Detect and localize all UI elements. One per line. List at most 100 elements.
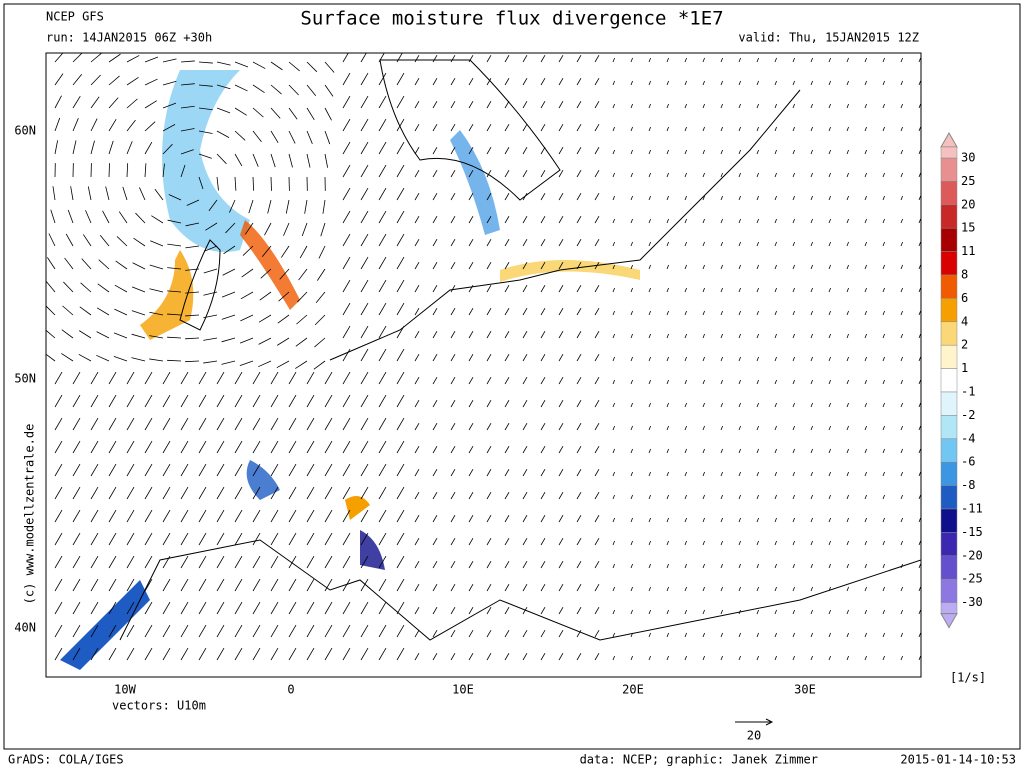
wind-arrow <box>450 215 456 224</box>
wind-arrow <box>684 425 687 431</box>
wind-arrow <box>900 425 903 431</box>
wind-arrow <box>306 486 315 500</box>
wind-arrow <box>558 537 564 546</box>
wind-arrow <box>720 655 723 661</box>
wind-arrow <box>612 103 615 109</box>
wind-arrow <box>630 126 633 132</box>
wind-arrow <box>185 268 200 271</box>
wind-arrow <box>900 517 903 523</box>
wind-arrow <box>90 486 99 500</box>
wind-arrow <box>810 195 813 201</box>
wind-arrow <box>108 53 121 63</box>
wind-arrow <box>504 468 510 477</box>
wind-arrow <box>198 647 207 661</box>
wind-arrow <box>90 463 99 477</box>
wind-arrow <box>432 445 438 454</box>
wind-arrow <box>630 425 633 431</box>
wind-arrow <box>522 123 528 132</box>
wind-arrow <box>558 560 564 569</box>
wind-arrow <box>61 353 74 362</box>
wind-arrow <box>846 540 849 546</box>
wind-arrow <box>432 54 438 63</box>
wind-arrow <box>468 77 474 86</box>
wind-arrow <box>702 563 705 569</box>
wind-arrow <box>792 126 795 132</box>
wind-arrow <box>828 471 831 477</box>
wind-arrow <box>414 238 420 247</box>
wind-arrow <box>360 647 369 661</box>
wind-arrow <box>702 287 705 293</box>
wind-arrow <box>324 153 329 168</box>
wind-arrow <box>432 192 438 201</box>
wind-arrow <box>918 402 921 408</box>
wind-arrow <box>900 57 903 63</box>
wind-arrow <box>702 540 705 546</box>
wind-arrow <box>558 100 564 109</box>
wind-arrow <box>78 353 92 362</box>
wind-arrow <box>666 425 669 431</box>
wind-arrow <box>288 509 297 523</box>
wind-arrow <box>54 95 62 109</box>
wind-arrow <box>270 371 279 385</box>
wind-arrow <box>277 314 290 324</box>
wind-arrow <box>720 264 723 270</box>
wind-arrow <box>864 494 867 500</box>
wind-arrow <box>185 245 200 249</box>
wind-arrow <box>432 123 438 132</box>
colorbar-label: 1 <box>961 361 968 375</box>
wind-arrow <box>630 57 633 63</box>
wind-arrow <box>116 236 128 247</box>
wind-arrow <box>378 233 387 247</box>
wind-arrow <box>252 578 261 592</box>
wind-arrow <box>666 149 669 155</box>
wind-arrow <box>252 647 261 661</box>
wind-arrow <box>702 655 705 661</box>
wind-arrow <box>540 238 546 247</box>
wind-arrow <box>396 532 405 546</box>
wind-arrow <box>864 103 867 109</box>
wind-arrow <box>198 486 207 500</box>
wind-arrow <box>126 463 135 477</box>
wind-arrow <box>150 240 164 247</box>
wind-arrow <box>50 209 56 224</box>
wind-arrow <box>756 264 759 270</box>
wind-arrow <box>756 379 759 385</box>
wind-arrow <box>180 371 189 385</box>
wind-arrow <box>630 655 633 661</box>
wind-arrow <box>666 448 669 454</box>
wind-arrow <box>360 187 369 201</box>
wind-arrow <box>432 514 438 523</box>
wind-arrow <box>702 264 705 270</box>
wind-arrow <box>864 126 867 132</box>
wind-arrow <box>846 655 849 661</box>
wind-arrow <box>864 425 867 431</box>
wind-arrow <box>756 57 759 63</box>
wind-arrow <box>486 445 492 454</box>
wind-arrow <box>630 264 633 270</box>
wind-arrow <box>221 291 236 298</box>
wind-arrow <box>756 172 759 178</box>
wind-arrow <box>46 281 56 293</box>
wind-arrow <box>108 624 117 638</box>
wind-arrow <box>864 241 867 247</box>
wind-arrow <box>504 376 510 385</box>
wind-arrow <box>105 186 110 201</box>
wind-arrow <box>72 53 83 63</box>
wind-arrow <box>774 448 777 454</box>
wind-arrow <box>198 601 207 615</box>
wind-arrow <box>342 95 351 109</box>
wind-arrow <box>684 655 687 661</box>
wind-arrow <box>774 471 777 477</box>
wind-arrow <box>882 609 885 615</box>
wind-arrow <box>486 54 492 63</box>
wind-arrow <box>342 187 351 201</box>
wind-arrow <box>828 57 831 63</box>
wind-arrow <box>108 463 117 477</box>
wind-arrow <box>846 172 849 178</box>
wind-arrow <box>90 578 99 592</box>
wind-arrow <box>540 560 546 569</box>
wind-arrow <box>504 238 510 247</box>
wind-arrow <box>648 264 651 270</box>
colorbar-label: 15 <box>961 221 975 235</box>
wind-arrow <box>576 606 582 615</box>
